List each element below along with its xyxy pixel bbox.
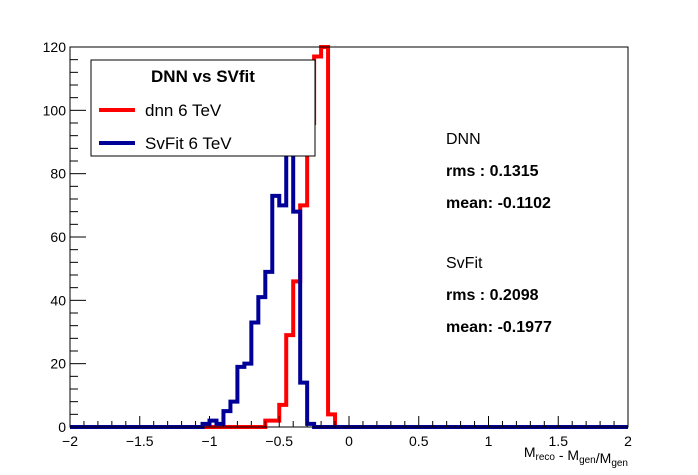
x-axis-title-part: - M <box>555 447 579 463</box>
x-axis-title-part: M <box>524 444 536 460</box>
x-tick-label: −2 <box>62 433 78 449</box>
stat-annotation: mean: -0.1102 <box>446 195 551 212</box>
x-tick-label: 1 <box>485 433 493 449</box>
x-axis-title-part: /M <box>596 450 612 466</box>
y-tick-label: 80 <box>50 166 66 182</box>
x-tick-label: −1.5 <box>126 433 154 449</box>
x-tick-label: −0.5 <box>265 433 293 449</box>
stat-annotation: mean: -0.1977 <box>446 319 552 336</box>
legend-title: DNN vs SVfit <box>151 67 255 86</box>
x-axis-title: Mreco - Mgen/Mgen <box>524 444 628 469</box>
y-tick-label: 0 <box>58 419 66 435</box>
y-tick-label: 120 <box>43 39 67 55</box>
y-tick-label: 40 <box>50 292 66 308</box>
legend-entry: SvFit 6 TeV <box>145 134 232 153</box>
stats-annotations: DNN rms : 0.1315 mean: -0.1102 SvFit rms : 0… <box>446 131 552 336</box>
x-axis-title-subscript: gen <box>579 455 596 466</box>
stat-annotation: rms : 0.1315 <box>446 163 539 180</box>
stat-annotation: SvFit <box>446 255 483 272</box>
x-tick-label: 1.5 <box>549 433 569 449</box>
x-tick-label: 0 <box>345 433 353 449</box>
x-axis-title-subscript: reco <box>536 452 556 463</box>
x-tick-label: 2 <box>624 433 632 449</box>
legend-entry: dnn 6 TeV <box>145 101 222 120</box>
y-tick-label: 60 <box>50 229 66 245</box>
stat-annotation: DNN <box>446 131 481 148</box>
stat-annotation: rms : 0.2098 <box>446 287 539 304</box>
y-tick-label: 100 <box>43 102 67 118</box>
ticks-layer <box>69 46 629 428</box>
x-tick-label: 0.5 <box>409 433 429 449</box>
legend: DNN vs SVfit dnn 6 TeV SvFit 6 TeV <box>90 59 316 157</box>
x-axis-title-subscript: gen <box>611 458 628 469</box>
y-tick-label: 20 <box>50 356 66 372</box>
x-tick-label: −1 <box>202 433 218 449</box>
